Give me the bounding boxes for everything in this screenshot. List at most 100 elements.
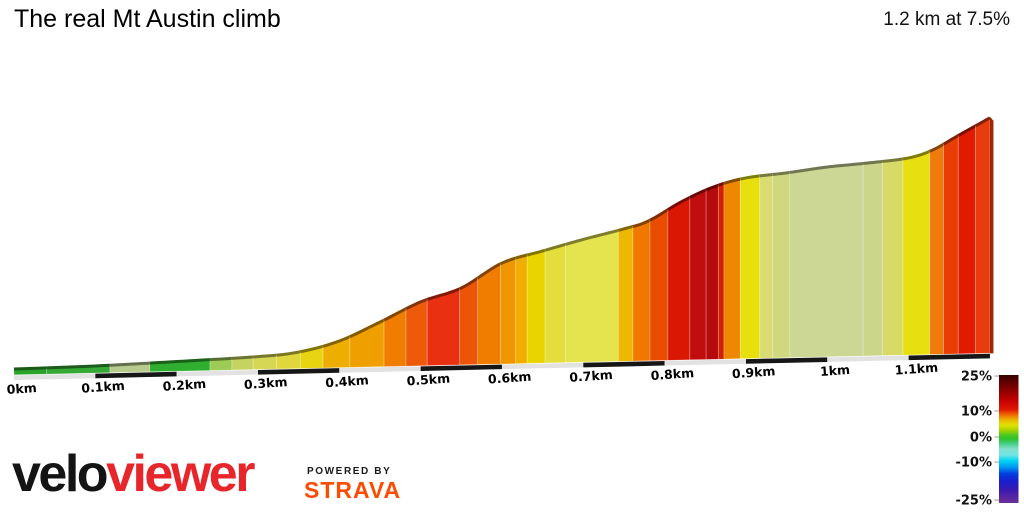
segment-top-edge [46, 363, 111, 370]
gradient-segment [902, 150, 931, 356]
distance-stripe [257, 368, 340, 375]
segment-top-edge [299, 344, 324, 354]
gradient-segment [515, 254, 528, 365]
gradient-segment [526, 249, 546, 364]
segment-top-edge [526, 248, 546, 257]
segment-top-edge [739, 174, 760, 181]
gradient-segment [943, 134, 959, 355]
gradient-segment [426, 288, 461, 366]
gradient-segment [667, 196, 691, 361]
distance-stripe [501, 362, 584, 370]
veloviewer-logo: veloviewer [12, 445, 255, 503]
segment-top-edge [789, 162, 864, 174]
gradient-segment [717, 182, 725, 360]
page-title: The real Mt Austin climb [14, 5, 281, 33]
gradient-segment [565, 229, 619, 363]
gradient-segment [929, 143, 944, 355]
gradient-segment [882, 158, 904, 356]
segment-top-edge [109, 361, 150, 367]
segment-top-edge [929, 142, 945, 153]
gradient-segment [862, 161, 883, 357]
gradient-segment [772, 172, 791, 359]
segment-top-edge [515, 253, 528, 260]
segment-top-edge [405, 298, 428, 311]
distance-stripe [339, 366, 421, 373]
segment-top-edge [617, 225, 634, 232]
x-axis-label: 0.6km [487, 369, 531, 387]
powered-by-label: POWERED BY [307, 466, 392, 477]
distance-stripe [95, 371, 177, 379]
segment-top-edge [957, 124, 977, 137]
gradient-segment [632, 219, 651, 362]
segment-top-edge [565, 228, 619, 246]
distance-stripe [14, 373, 96, 380]
legend-label: -25% [955, 494, 992, 509]
segment-top-edge [383, 307, 407, 322]
segment-top-edge [322, 335, 351, 348]
segment-top-edge [349, 318, 385, 339]
segment-top-edge [276, 350, 301, 357]
x-axis-label: 0.4km [325, 372, 369, 390]
segment-top-edge [772, 170, 791, 176]
segment-top-edge [253, 353, 277, 359]
gradient-segment [957, 125, 976, 355]
x-axis-label: 0.8km [650, 365, 694, 383]
segment-top-edge [717, 181, 725, 187]
segment-top-edge [705, 183, 719, 192]
segment-top-edge [13, 366, 47, 371]
segment-top-edge [476, 262, 502, 280]
segment-top-edge [544, 242, 566, 252]
segment-top-edge [759, 172, 773, 178]
distance-stripe [420, 364, 502, 371]
gradient-segment [477, 263, 501, 365]
gradient-segment [739, 175, 761, 360]
gradient-segment [617, 226, 634, 362]
segment-top-edge [632, 218, 651, 228]
logo-velo-text: velo [12, 445, 109, 503]
segment-top-edge [209, 356, 233, 362]
segment-top-edge [667, 196, 691, 211]
x-axis-label: 0km [6, 380, 37, 397]
x-axis-label: 0.2km [162, 376, 206, 394]
gradient-segment [759, 174, 774, 359]
gradient-segment [705, 184, 719, 360]
x-axis-label: 0.3km [243, 374, 287, 392]
legend-label: 25% [961, 370, 992, 385]
segment-top-edge [689, 188, 707, 199]
x-axis-label: 0.5km [406, 370, 450, 388]
distance-stripe [664, 359, 746, 366]
gradient-segment [649, 209, 669, 362]
strava-logo: STRAVA [304, 477, 402, 503]
segment-top-edge [149, 358, 211, 365]
summit-side-face [989, 116, 994, 354]
segment-top-edge [426, 287, 461, 301]
segment-top-edge [649, 208, 669, 222]
distance-stripe [827, 355, 909, 362]
logo-viewer-text: viewer [106, 445, 255, 503]
segment-top-edge [902, 149, 931, 161]
gradient-segment [544, 243, 566, 364]
legend-label: -10% [955, 456, 992, 471]
gradient-segment [459, 277, 478, 366]
distance-stripe [583, 360, 665, 368]
climb-summary: 1.2 km at 7.5% [883, 9, 1010, 30]
gradient-legend-bar [999, 375, 1019, 503]
gradient-segment [789, 163, 864, 358]
segment-top-edge [231, 355, 254, 360]
segment-top-edge [974, 116, 991, 128]
segment-top-edge [942, 134, 959, 146]
x-axis-label: 0.9km [731, 363, 775, 381]
gradient-segment [723, 178, 741, 360]
x-axis-label: 0.1km [81, 378, 125, 396]
segment-top-edge [723, 177, 741, 185]
distance-stripe [745, 357, 828, 364]
legend-label: 10% [961, 404, 992, 419]
gradient-segment [405, 298, 428, 367]
x-axis-label: 1km [819, 362, 850, 379]
segment-top-edge [459, 276, 479, 291]
segment-top-edge [882, 157, 904, 163]
gradient-segment [974, 117, 991, 354]
legend-label: 0% [970, 430, 992, 445]
